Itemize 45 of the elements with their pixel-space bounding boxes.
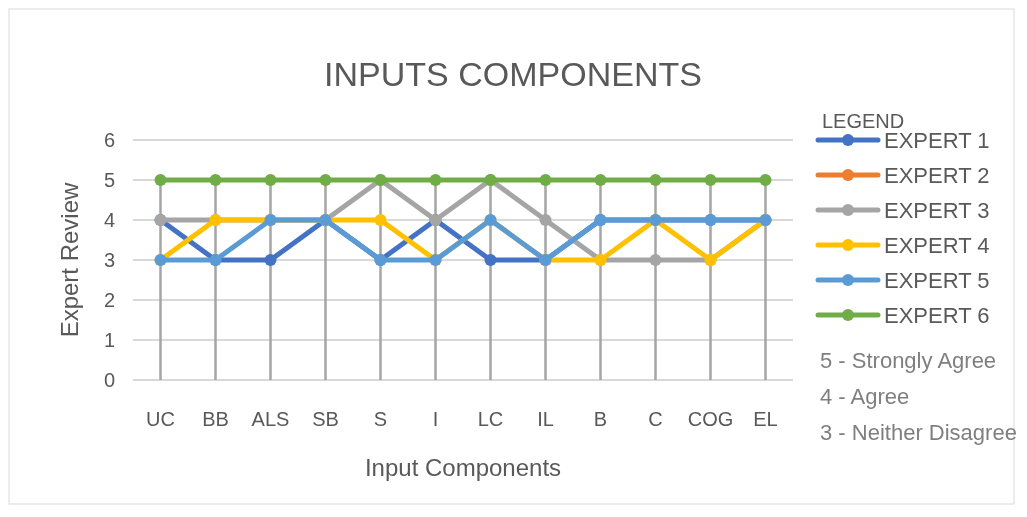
y-tick-label: 1 [103, 329, 115, 351]
point [264, 174, 277, 186]
y-tick-label: 6 [103, 129, 115, 151]
legend-label: EXPERT 3 [884, 197, 990, 223]
x-tick-label: BB [202, 408, 229, 430]
point [319, 174, 332, 186]
x-tick-label: IL [537, 408, 554, 430]
text: 4 - Agree [820, 383, 910, 409]
x-tick-label: I [432, 408, 439, 430]
legend-label: EXPERT 2 [884, 162, 990, 188]
point [594, 174, 607, 186]
point [649, 174, 662, 186]
x-tick-label: C [648, 408, 663, 430]
y-tick-label: 2 [103, 289, 115, 311]
x-tick-label: EL [753, 408, 778, 430]
x-axis-title: Input Components [364, 454, 562, 481]
legend-label: EXPERT 5 [884, 267, 990, 293]
text: 3 - Neither Disagree [820, 419, 1017, 445]
text: 5 - Strongly Agree [820, 347, 997, 373]
legend-label: EXPERT 4 [884, 232, 990, 258]
y-tick-label: 4 [103, 209, 115, 231]
legend-label: EXPERT 6 [884, 302, 990, 328]
y-tick-label: 5 [103, 169, 115, 191]
point [539, 174, 552, 186]
chart-title: INPUTS COMPONENTS [324, 55, 702, 93]
x-tick-label: B [593, 408, 608, 430]
point [264, 254, 277, 266]
y-axis-title: Expert Review [56, 181, 83, 338]
y-tick-label: 0 [103, 369, 115, 391]
point [429, 174, 442, 186]
point [759, 174, 772, 186]
x-tick-label: SB [312, 408, 339, 430]
point [484, 254, 497, 266]
point [649, 254, 662, 266]
point [154, 174, 167, 186]
point [209, 174, 222, 186]
x-tick-label: COG [687, 408, 734, 430]
point [374, 214, 387, 226]
x-tick-label: S [373, 408, 388, 430]
x-tick-label: ALS [251, 408, 290, 430]
point [539, 214, 552, 226]
y-tick-label: 3 [103, 249, 115, 271]
x-tick-label: UC [146, 408, 175, 430]
point [704, 174, 717, 186]
x-tick-label: LC [477, 408, 504, 430]
